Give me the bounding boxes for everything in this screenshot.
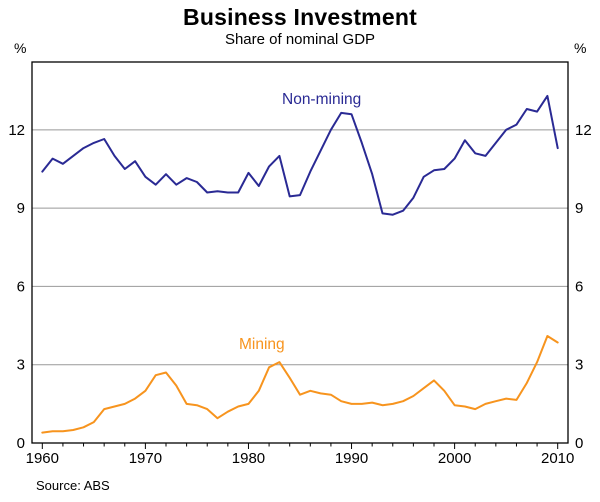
y-tick-label-left: 9 — [17, 200, 25, 217]
x-tick-label: 2000 — [438, 450, 471, 467]
y-tick-label-left: 3 — [17, 357, 25, 374]
chart-title: Business Investment — [183, 4, 417, 30]
y-tick-label-left: 12 — [8, 122, 25, 139]
y-tick-label-right: 3 — [575, 357, 583, 374]
x-tick-label: 2010 — [541, 450, 574, 467]
x-tick-label: 1970 — [129, 450, 162, 467]
x-tick-label: 1980 — [232, 450, 265, 467]
y-tick-label-left: 6 — [17, 278, 25, 295]
y-unit-right: % — [574, 40, 586, 56]
source-note: Source: ABS — [36, 478, 110, 493]
y-tick-label-right: 12 — [575, 122, 592, 139]
series-line-non-mining — [41, 94, 559, 216]
y-unit-left: % — [14, 40, 26, 56]
series-line-mining — [41, 335, 559, 434]
y-tick-label-right: 0 — [575, 435, 583, 452]
x-tick-label: 1960 — [26, 450, 59, 467]
y-tick-label-right: 6 — [575, 278, 583, 295]
chart-subtitle: Share of nominal GDP — [224, 31, 376, 48]
x-tick-label: 1990 — [335, 450, 368, 467]
y-tick-label-right: 9 — [575, 200, 583, 217]
series-label-mining: Mining — [239, 336, 285, 353]
y-tick-label-left: 0 — [17, 435, 25, 452]
plot-frame — [31, 61, 569, 444]
series-label-non-mining: Non-mining — [282, 91, 361, 108]
